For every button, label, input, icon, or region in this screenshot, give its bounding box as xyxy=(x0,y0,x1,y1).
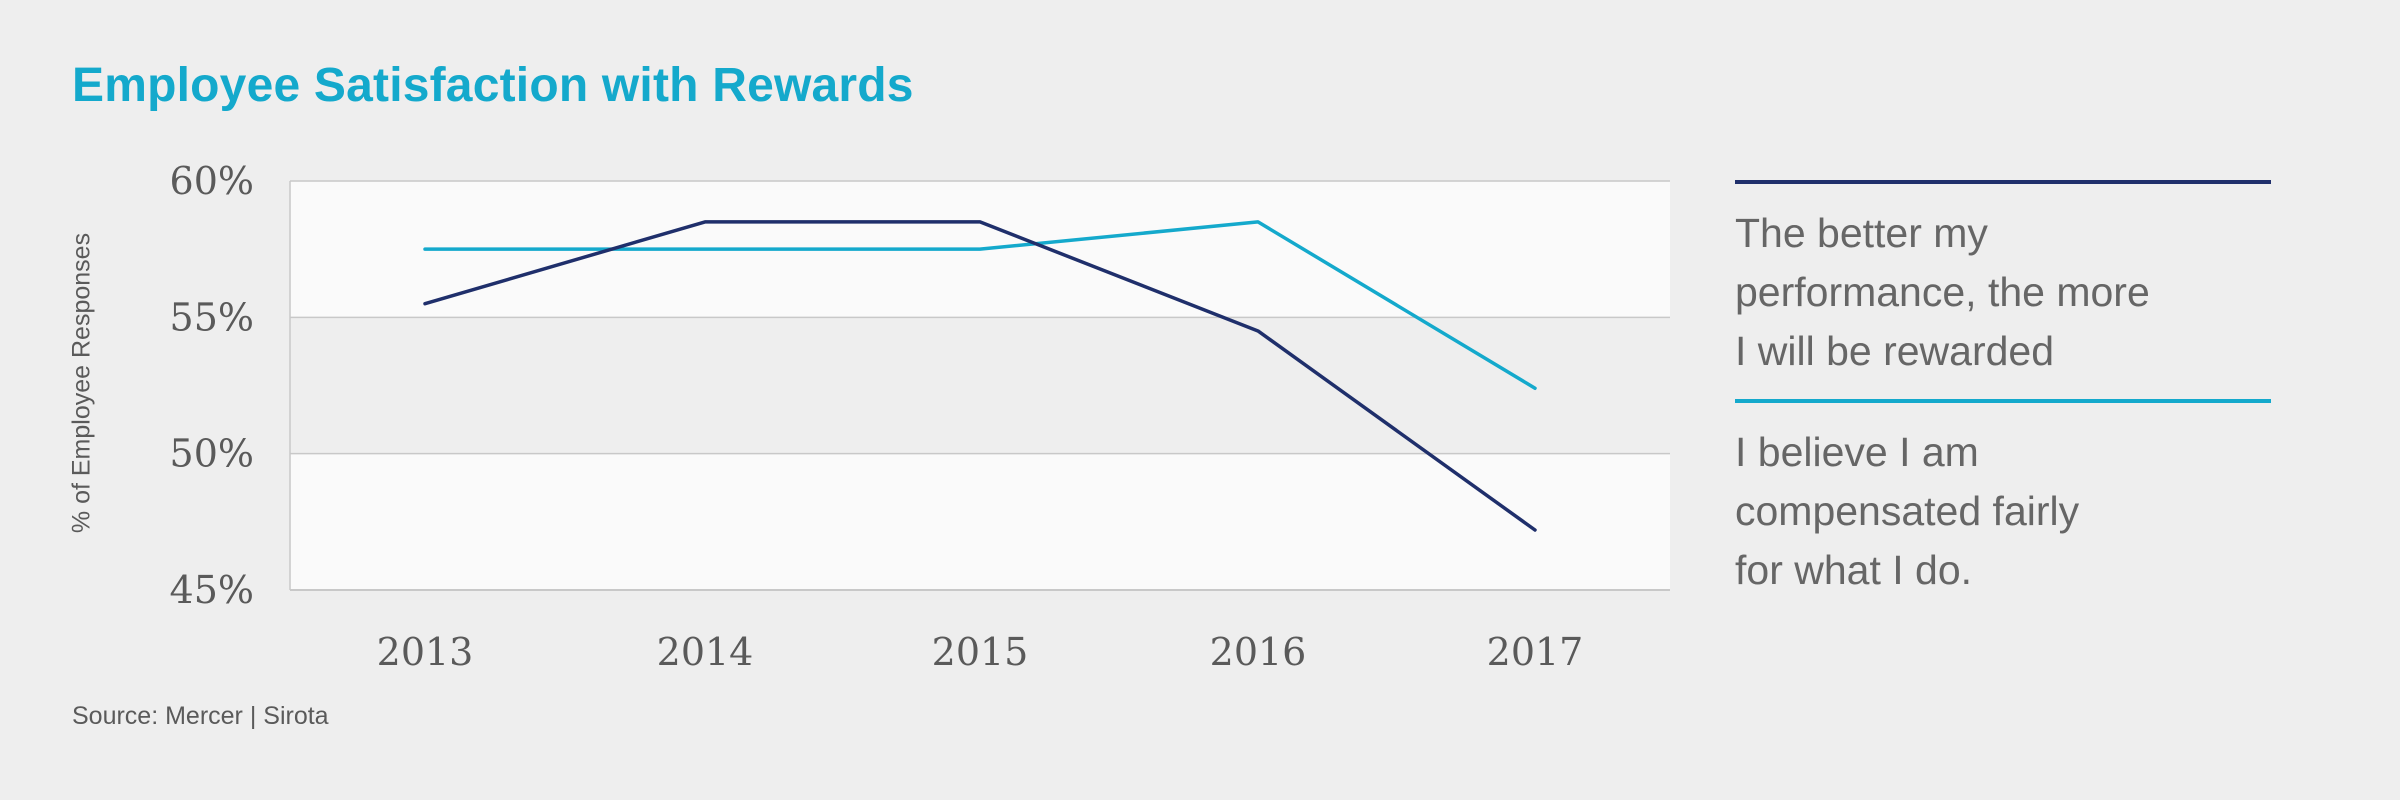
y-tick-label: 60% xyxy=(170,159,254,203)
legend-line: I will be rewarded xyxy=(1735,328,2055,374)
y-tick-label: 45% xyxy=(170,568,254,612)
legend-item-performance: The better my performance, the more I wi… xyxy=(1735,180,2271,381)
legend-label-compensation: I believe I am compensated fairly for wh… xyxy=(1735,423,2271,600)
series-line-performance xyxy=(423,220,1537,532)
legend-swatch-compensation xyxy=(1735,399,2271,403)
plot-band xyxy=(290,453,1670,590)
x-tick-label: 2017 xyxy=(1487,630,1584,674)
legend-line: for what I do. xyxy=(1735,547,1973,593)
plot-band xyxy=(290,317,1670,454)
legend-item-compensation: I believe I am compensated fairly for wh… xyxy=(1735,399,2271,600)
chart-title: Employee Satisfaction with Rewards xyxy=(72,59,914,112)
x-tick-label: 2013 xyxy=(377,630,474,674)
legend-label-performance: The better my performance, the more I wi… xyxy=(1735,204,2271,381)
legend-line: I believe I am xyxy=(1735,429,1979,475)
legend: The better my performance, the more I wi… xyxy=(1735,180,2271,618)
source-note: Source: Mercer | Sirota xyxy=(72,702,329,730)
y-tick-label: 50% xyxy=(170,432,254,476)
legend-line: compensated fairly xyxy=(1735,488,2080,534)
legend-line: performance, the more xyxy=(1735,269,2150,315)
legend-swatch-performance xyxy=(1735,180,2271,184)
x-tick-label: 2014 xyxy=(657,630,754,674)
x-tick-label: 2016 xyxy=(1210,630,1307,674)
legend-line: The better my xyxy=(1735,210,1988,256)
y-tick-label: 55% xyxy=(170,295,254,339)
x-tick-label: 2015 xyxy=(932,630,1029,674)
line-chart: 60% 55% 50% 45% 2013 2014 2015 2016 2017 xyxy=(170,159,1670,674)
